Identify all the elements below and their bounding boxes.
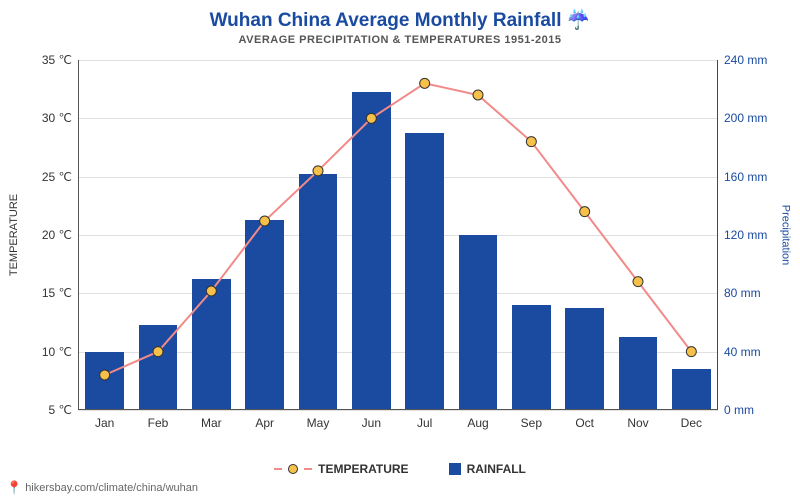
legend: TEMPERATURE RAINFALL xyxy=(0,462,800,476)
legend-line-icon xyxy=(274,468,282,470)
x-tick-month: Aug xyxy=(467,416,488,430)
y-tick-temperature: 15 ℃ xyxy=(42,286,72,300)
x-tick-month: May xyxy=(307,416,330,430)
y-tick-rainfall: 160 mm xyxy=(724,170,767,184)
y-tick-temperature: 5 ℃ xyxy=(49,403,72,417)
x-tick-month: Apr xyxy=(255,416,274,430)
subtitle: AVERAGE PRECIPITATION & TEMPERATURES 195… xyxy=(0,34,800,46)
line-overlay xyxy=(78,60,718,410)
y-tick-rainfall: 200 mm xyxy=(724,111,767,125)
temperature-marker xyxy=(206,286,216,296)
x-tick-month: Sep xyxy=(521,416,542,430)
y-tick-temperature: 30 ℃ xyxy=(42,111,72,125)
y-tick-rainfall: 40 mm xyxy=(724,345,761,359)
temperature-line xyxy=(105,83,692,375)
legend-item-rainfall: RAINFALL xyxy=(449,462,526,476)
x-tick-month: Jan xyxy=(95,416,114,430)
temperature-marker xyxy=(260,216,270,226)
x-tick-month: Jul xyxy=(417,416,432,430)
y-axis-label-temperature: TEMPERATURE xyxy=(8,194,20,276)
legend-bar-icon xyxy=(449,463,461,475)
y-tick-temperature: 20 ℃ xyxy=(42,228,72,242)
y-tick-temperature: 35 ℃ xyxy=(42,53,72,67)
title-block: Wuhan China Average Monthly Rainfall ☔ A… xyxy=(0,0,800,46)
temperature-marker xyxy=(473,90,483,100)
temperature-marker xyxy=(420,78,430,88)
y-axis-label-precipitation: Precipitation xyxy=(780,205,792,266)
temperature-marker xyxy=(686,347,696,357)
y-tick-rainfall: 80 mm xyxy=(724,286,761,300)
footer-link[interactable]: hikersbay.com/climate/china/wuhan xyxy=(25,482,198,494)
x-tick-month: Oct xyxy=(575,416,594,430)
legend-marker-icon xyxy=(288,464,298,474)
y-tick-temperature: 25 ℃ xyxy=(42,170,72,184)
legend-label-rainfall: RAINFALL xyxy=(467,462,526,476)
x-tick-month: Dec xyxy=(681,416,702,430)
temperature-marker xyxy=(313,166,323,176)
grid-line xyxy=(78,410,718,411)
temperature-marker xyxy=(633,277,643,287)
legend-line-icon xyxy=(304,468,312,470)
location-pin-icon: 📍 xyxy=(6,480,22,496)
y-tick-temperature: 10 ℃ xyxy=(42,345,72,359)
temperature-marker xyxy=(366,113,376,123)
y-tick-rainfall: 0 mm xyxy=(724,403,754,417)
main-title: Wuhan China Average Monthly Rainfall ☔ xyxy=(0,8,800,32)
legend-item-temperature: TEMPERATURE xyxy=(274,462,408,476)
footer: 📍 hikersbay.com/climate/china/wuhan xyxy=(6,480,198,496)
y-tick-rainfall: 120 mm xyxy=(724,228,767,242)
temperature-marker xyxy=(153,347,163,357)
x-tick-month: Jun xyxy=(362,416,381,430)
legend-label-temperature: TEMPERATURE xyxy=(318,462,408,476)
temperature-marker xyxy=(580,207,590,217)
chart-container: Wuhan China Average Monthly Rainfall ☔ A… xyxy=(0,0,800,500)
temperature-marker xyxy=(100,370,110,380)
temperature-marker xyxy=(526,137,536,147)
x-tick-month: Feb xyxy=(148,416,169,430)
x-tick-month: Mar xyxy=(201,416,222,430)
plot-area: 5 ℃10 ℃15 ℃20 ℃25 ℃30 ℃35 ℃0 mm40 mm80 m… xyxy=(78,60,718,410)
y-tick-rainfall: 240 mm xyxy=(724,53,767,67)
x-tick-month: Nov xyxy=(627,416,648,430)
